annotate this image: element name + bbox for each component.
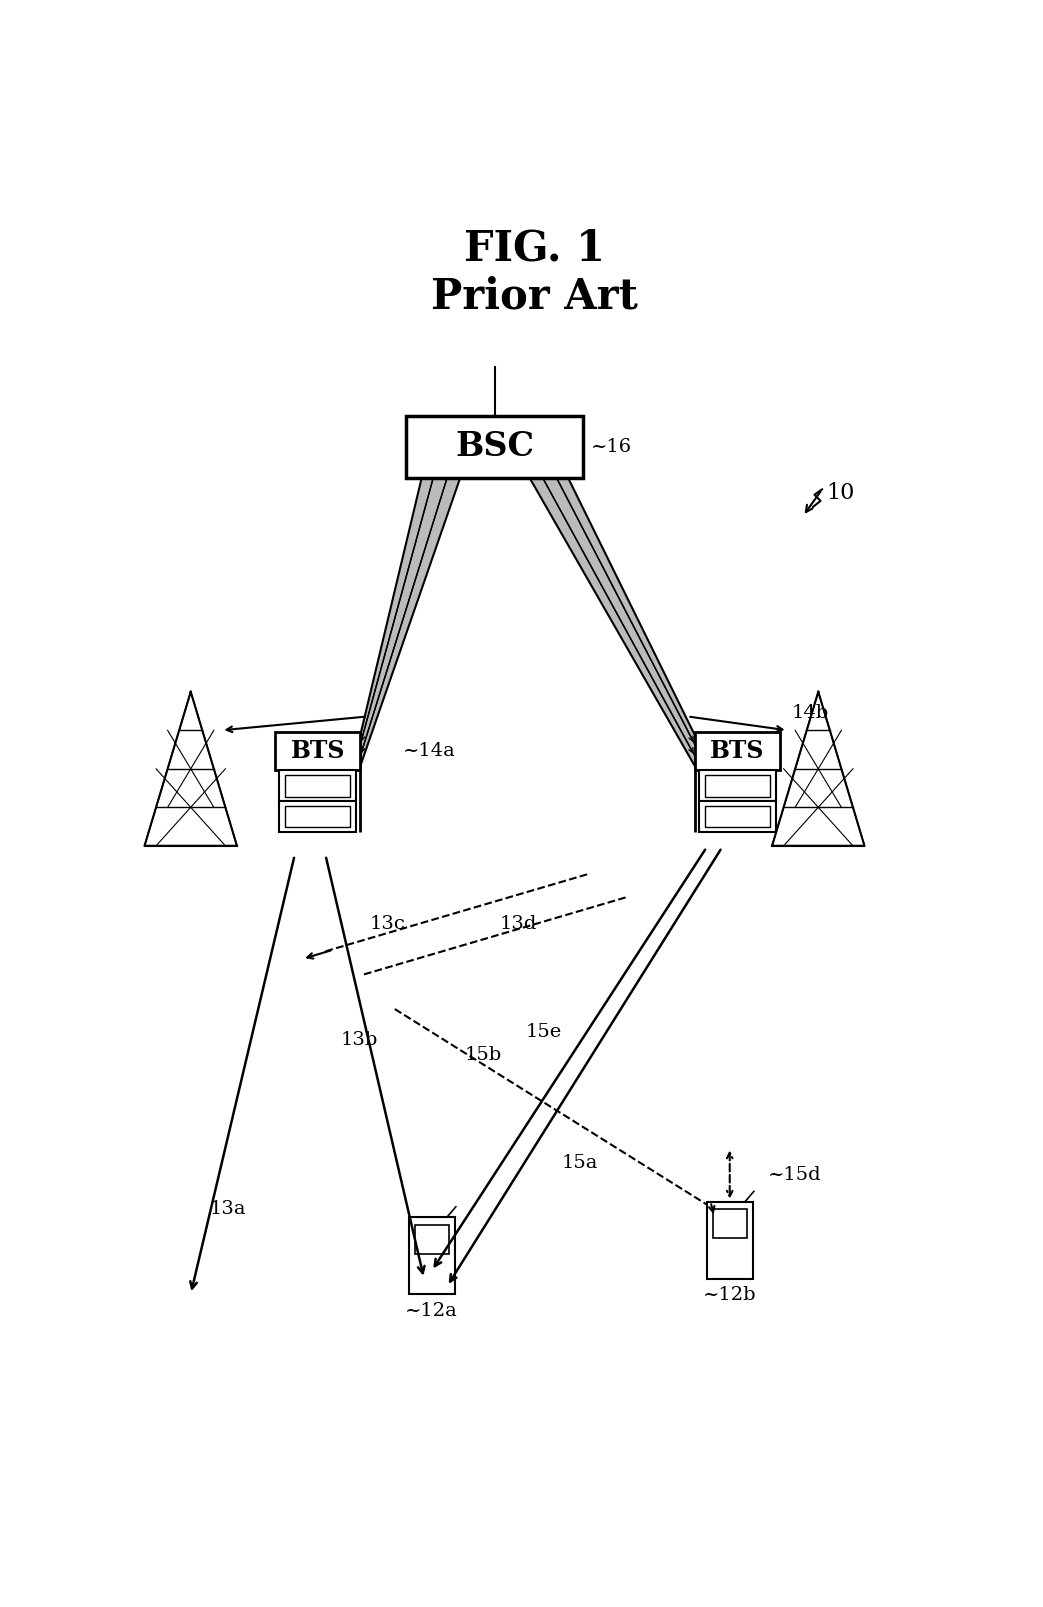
Text: 15b: 15b [465,1046,502,1064]
Text: BTS: BTS [291,739,345,763]
Bar [699,770,776,802]
Bar [280,802,357,832]
Text: 13b: 13b [341,1030,379,1049]
Bar [712,1208,747,1239]
Bar [286,805,350,828]
Bar [280,770,357,802]
Text: ~14a: ~14a [403,742,455,760]
Bar [706,1202,753,1279]
Text: ~15d: ~15d [769,1165,822,1184]
Polygon shape [530,477,695,767]
Bar [275,731,360,770]
Text: 13a: 13a [210,1200,246,1218]
Bar [699,802,776,832]
Bar [705,775,770,797]
Text: BTS: BTS [710,739,765,763]
Text: BSC: BSC [456,431,534,463]
Bar [695,731,780,770]
Text: ~12a: ~12a [406,1302,458,1319]
Bar [415,1225,448,1253]
Text: 13d: 13d [500,916,537,934]
Text: 13c: 13c [369,916,405,934]
Polygon shape [360,477,460,767]
Bar [409,1216,455,1294]
Text: 15e: 15e [526,1024,562,1041]
Text: 14b: 14b [792,704,828,722]
Text: FIG. 1: FIG. 1 [464,227,605,270]
Text: 10: 10 [826,482,854,505]
Bar [705,805,770,828]
Text: 15a: 15a [561,1154,598,1172]
Bar [407,416,583,477]
Text: ~16: ~16 [591,439,632,456]
Text: Prior Art: Prior Art [431,276,637,318]
Text: ~12b: ~12b [703,1287,756,1305]
Bar [286,775,350,797]
